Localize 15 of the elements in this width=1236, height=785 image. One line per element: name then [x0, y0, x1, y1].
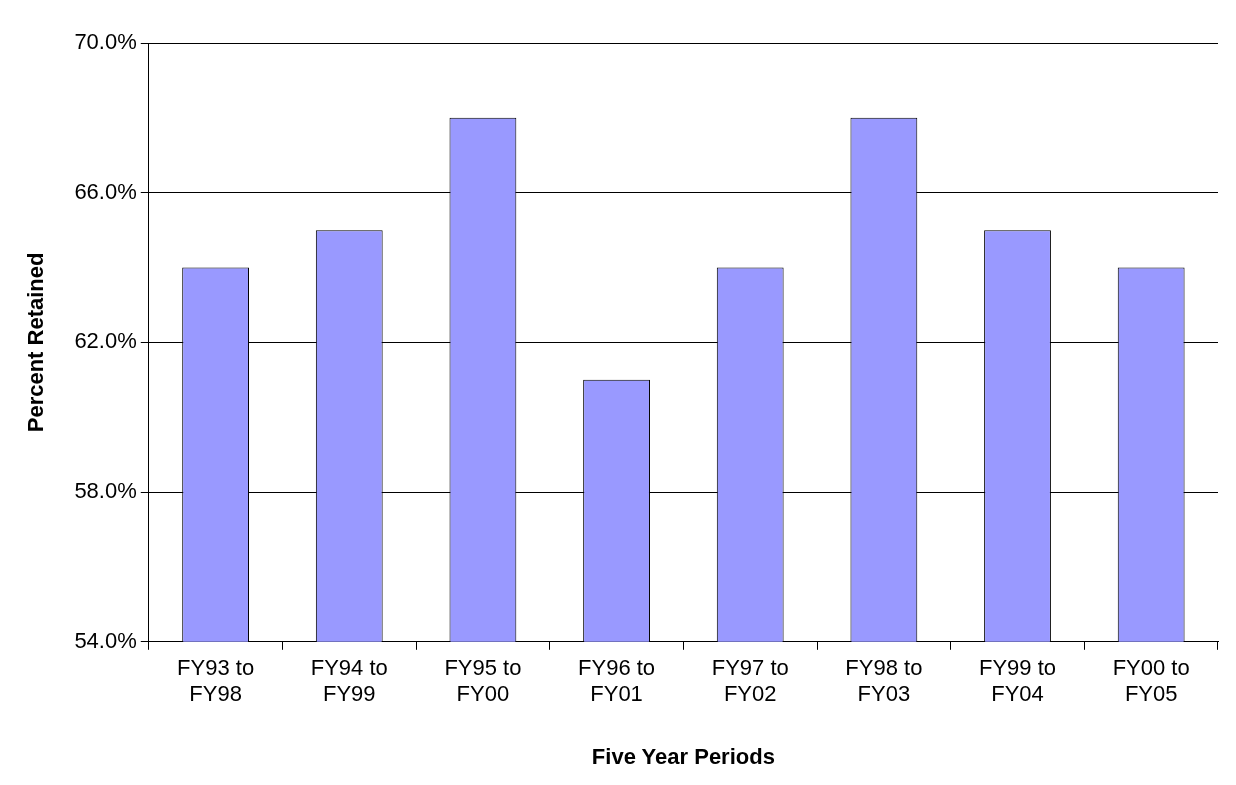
x-tick-label: FY98 to FY03 [845, 655, 923, 707]
x-axis-title: Five Year Periods [591, 743, 775, 769]
x-tick-label: FY97 to FY02 [711, 655, 789, 707]
x-tick-label: FY96 to FY01 [578, 655, 656, 707]
x-tick-label: FY93 to FY98 [177, 655, 255, 707]
x-tick-label: FY94 to FY99 [310, 655, 388, 707]
y-tick-label: 58.0% [74, 478, 137, 504]
y-tick-label: 62.0% [74, 328, 137, 354]
x-tick-label: FY95 to FY00 [444, 655, 522, 707]
y-tick-label: 54.0% [74, 627, 137, 653]
x-tick-label: FY00 to FY05 [1112, 655, 1190, 707]
y-tick-label: 66.0% [74, 178, 137, 204]
x-tick-label: FY99 to FY04 [979, 655, 1057, 707]
y-axis-title: Percent Retained [23, 252, 49, 433]
y-tick-label: 70.0% [74, 29, 137, 55]
